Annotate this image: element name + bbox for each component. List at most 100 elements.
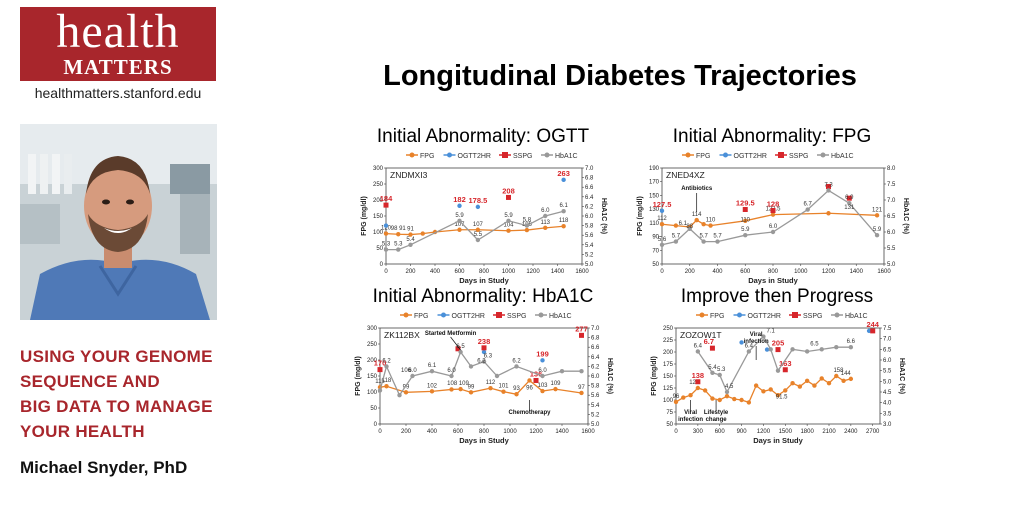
data-point	[743, 218, 748, 223]
y-tick-label: 130	[649, 207, 660, 213]
data-point	[775, 393, 781, 398]
legend-swatch-marker	[441, 312, 446, 318]
data-point	[383, 202, 389, 208]
y2-tick-label: 3.5	[883, 411, 892, 417]
data-label: 144	[841, 371, 852, 377]
data-label: 6.6	[847, 339, 856, 345]
legend-item: SSPG	[775, 152, 808, 160]
x-tick-label: 1500	[779, 429, 793, 435]
x-tick-label: 900	[737, 429, 748, 435]
data-point	[429, 389, 435, 394]
data-point	[775, 368, 781, 373]
data-label: 163	[779, 359, 792, 368]
data-point	[559, 369, 565, 374]
y2-tick-label: 6.6	[591, 345, 600, 351]
data-point	[819, 347, 824, 352]
legend-swatch-marker	[737, 312, 742, 318]
data-point	[708, 223, 713, 228]
y-tick-label: 125	[663, 386, 674, 392]
legend-swatch-marker	[502, 152, 508, 158]
subject-id: ZOZOW1T	[680, 330, 722, 340]
data-label: 6.0	[541, 208, 550, 214]
data-label: 238	[478, 337, 491, 346]
data-point	[701, 222, 706, 227]
y2-tick-label: 6.5	[887, 214, 896, 220]
series-hba1c: 6.4 5.4 5.3 4.5 6.4 7.1 6.5 6.6	[694, 329, 856, 395]
data-label: 113	[540, 220, 550, 226]
data-point	[540, 373, 545, 379]
annotation-text: Viral	[684, 410, 697, 416]
annotation-text: Antibiotics	[681, 186, 713, 192]
data-point	[790, 381, 795, 386]
y-tick-label: 300	[373, 166, 384, 172]
y2-tick-label: 6.2	[591, 364, 600, 370]
data-label: 126	[689, 380, 700, 386]
y2-tick-label: 5.4	[585, 243, 594, 249]
data-point	[753, 383, 759, 388]
y-tick-label: 250	[663, 326, 674, 332]
data-label: 99	[403, 384, 410, 390]
data-point	[457, 218, 462, 223]
x-tick-label: 800	[479, 269, 490, 275]
data-point	[506, 228, 511, 233]
data-label: 6.0	[538, 368, 547, 374]
data-point	[739, 397, 744, 403]
data-point	[408, 232, 413, 237]
data-label: 5.5	[474, 232, 483, 238]
x-tick-label: 1000	[503, 429, 517, 435]
data-label: 5.3	[394, 242, 403, 248]
data-point	[770, 208, 776, 214]
data-label: 277	[575, 324, 588, 333]
data-label: 6.1	[428, 363, 437, 369]
data-point	[659, 208, 665, 214]
chart-title: Improve then Progress	[680, 286, 874, 307]
data-point	[457, 203, 462, 208]
data-point	[377, 367, 383, 373]
data-label: 127.5	[653, 200, 672, 209]
y2-axis-label: HbA1C (%)	[898, 358, 905, 394]
data-label: 101	[498, 384, 509, 390]
annotation: Chemotherapy	[508, 400, 551, 416]
data-label: 104	[503, 223, 514, 229]
data-point	[561, 209, 566, 214]
data-point	[812, 383, 817, 388]
data-point	[458, 386, 463, 392]
main-title: Longitudinal Diabetes Trajectories	[383, 60, 857, 92]
legend-swatch-marker	[544, 152, 550, 158]
legend-item: FPG	[400, 312, 428, 320]
data-point	[533, 377, 539, 383]
data-label: 6.2	[382, 358, 391, 364]
data-point	[717, 372, 722, 378]
data-point	[659, 242, 665, 247]
annotation: Started Metformin	[425, 331, 477, 351]
y2-axis-label: HbA1C (%)	[600, 198, 607, 234]
legend-label: FPG	[696, 153, 710, 160]
data-label: 178.5	[468, 196, 487, 205]
data-point	[834, 373, 839, 379]
chart-title: Initial Abnormality: FPG	[672, 126, 872, 147]
chart-panel-hba1c: Initial Abnormality: HbA1C FPG OGTT2HR SSP…	[352, 286, 614, 446]
chart-hba1c: FPG OGTT2HR SSPG HbA1C ZK112BX 0 200 400 600 800 1…	[355, 312, 613, 445]
data-label: 182	[453, 195, 466, 204]
data-point	[826, 188, 831, 193]
y-tick-label: 0	[380, 262, 384, 268]
y2-tick-label: 7.5	[887, 182, 896, 188]
y2-tick-label: 6.0	[887, 230, 896, 236]
data-point	[770, 229, 776, 235]
data-point	[396, 247, 401, 252]
legend-swatch-marker	[538, 312, 544, 318]
data-point	[449, 373, 454, 379]
data-label: 6.7	[704, 337, 714, 346]
data-point	[874, 213, 880, 218]
data-label: 6.0	[447, 368, 456, 374]
data-point	[384, 384, 389, 389]
legend-swatch-marker	[699, 312, 705, 318]
data-point	[695, 349, 701, 354]
y2-tick-label: 4.5	[883, 390, 892, 396]
data-point	[488, 385, 493, 391]
data-label: 107	[454, 222, 465, 228]
series-sspg: 129.5 128	[736, 184, 852, 214]
data-label: 4.5	[725, 384, 734, 390]
data-point	[527, 378, 532, 383]
data-point	[458, 349, 463, 355]
